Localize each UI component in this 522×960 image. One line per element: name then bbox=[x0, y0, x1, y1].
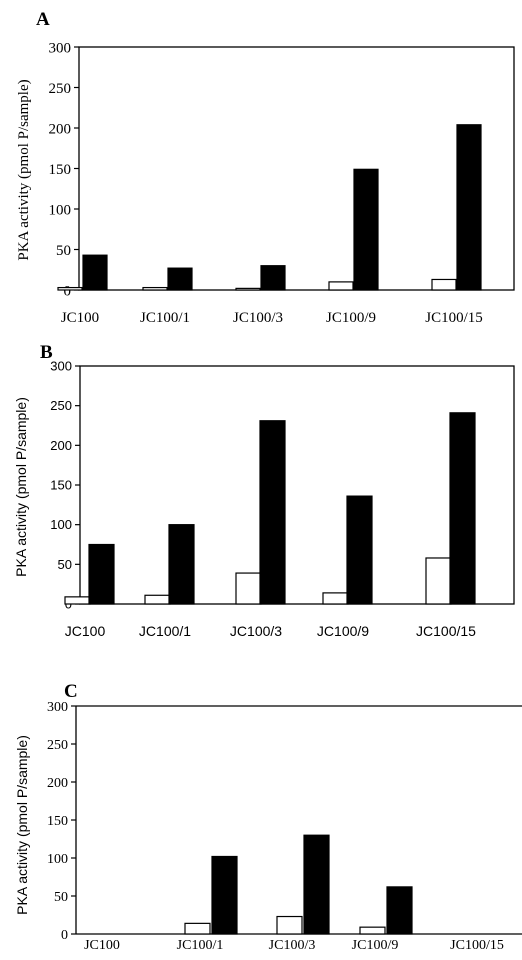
panel-b: B PKA activity (pmol P/sample) 050100150… bbox=[13, 342, 515, 639]
panel-label: B bbox=[40, 342, 53, 363]
x-category-label: JC100 bbox=[84, 938, 120, 953]
y-tick-label: 100 bbox=[49, 202, 72, 218]
plot-frame bbox=[78, 46, 515, 291]
x-category-label: JC100/15 bbox=[425, 310, 483, 326]
bar-filled bbox=[260, 265, 286, 291]
y-axis-label: PKA activity (pmol P/sample) bbox=[14, 735, 30, 915]
y-tick-label: 0 bbox=[61, 928, 68, 943]
x-category-label: JC100/1 bbox=[139, 623, 191, 639]
bar-filled bbox=[211, 855, 238, 935]
bar-open bbox=[425, 557, 452, 605]
x-category-label: JC100 bbox=[65, 623, 106, 639]
x-category-label: JC100/9 bbox=[352, 938, 399, 953]
y-tick-label: 200 bbox=[47, 776, 68, 791]
bar-filled bbox=[346, 495, 373, 605]
y-tick-label: 100 bbox=[47, 852, 68, 867]
bar-filled bbox=[303, 834, 330, 935]
y-axis-label: PKA activity (pmol P/sample) bbox=[16, 79, 32, 260]
y-tick-label: 150 bbox=[49, 162, 72, 178]
bar-open bbox=[359, 926, 386, 935]
bar-open bbox=[57, 286, 83, 291]
y-tick-label: 0 bbox=[64, 283, 72, 299]
bar-filled bbox=[88, 543, 115, 605]
y-tick-label: 200 bbox=[49, 121, 72, 137]
bar-open bbox=[431, 278, 457, 291]
bar-open bbox=[184, 922, 211, 935]
panel-a: A PKA activity (pmol P/sample) 0 50 100 150… bbox=[16, 9, 515, 326]
bar-filled bbox=[353, 168, 379, 291]
y-tick-label: 50 bbox=[58, 557, 72, 572]
x-category-label: JC100/15 bbox=[416, 623, 476, 639]
y-tick-label: 300 bbox=[49, 40, 72, 56]
y-tick-label: 300 bbox=[47, 700, 68, 715]
x-category-label: JC100/9 bbox=[326, 310, 376, 326]
x-category-label: JC100/3 bbox=[233, 310, 283, 326]
panel-c: C PKA activity (pmol P/sample) 0 50 100 150… bbox=[14, 681, 522, 953]
x-category-label: JC100/1 bbox=[177, 938, 224, 953]
bar-open bbox=[322, 592, 349, 605]
bar-filled bbox=[386, 886, 413, 935]
bar-open bbox=[235, 572, 262, 605]
bar-open bbox=[276, 915, 303, 935]
y-axis-label: PKA activity (pmol P/sample) bbox=[13, 397, 29, 577]
x-category-label: JC100 bbox=[61, 310, 99, 326]
bar-open bbox=[235, 287, 261, 291]
bar-open bbox=[142, 286, 168, 291]
y-tick-label: 250 bbox=[50, 398, 72, 413]
panel-label: A bbox=[36, 9, 50, 30]
x-category-label: JC100/3 bbox=[230, 623, 282, 639]
y-tick-label: 100 bbox=[50, 517, 72, 532]
x-category-label: JC100/15 bbox=[450, 938, 504, 953]
x-category-label: JC100/1 bbox=[140, 310, 190, 326]
y-tick-label: 250 bbox=[49, 81, 72, 97]
y-tick-label: 50 bbox=[56, 243, 71, 259]
bar-filled bbox=[167, 267, 193, 291]
y-tick-label: 150 bbox=[50, 478, 72, 493]
panel-label: C bbox=[64, 681, 78, 702]
bar-filled bbox=[82, 254, 108, 291]
bar-filled bbox=[456, 124, 482, 291]
y-tick-label: 200 bbox=[50, 438, 72, 453]
bar-filled bbox=[259, 420, 286, 605]
y-tick-label: 50 bbox=[54, 890, 68, 905]
y-tick-label: 150 bbox=[47, 814, 68, 829]
x-category-label: JC100/9 bbox=[317, 623, 369, 639]
x-category-label: JC100/3 bbox=[269, 938, 316, 953]
bar-open bbox=[328, 281, 354, 291]
bar-filled bbox=[168, 524, 195, 605]
bar-filled bbox=[449, 412, 476, 605]
y-tick-label: 300 bbox=[50, 359, 72, 374]
bar-open bbox=[144, 594, 171, 605]
bar-open bbox=[64, 596, 91, 605]
y-tick-label: 250 bbox=[47, 738, 68, 753]
